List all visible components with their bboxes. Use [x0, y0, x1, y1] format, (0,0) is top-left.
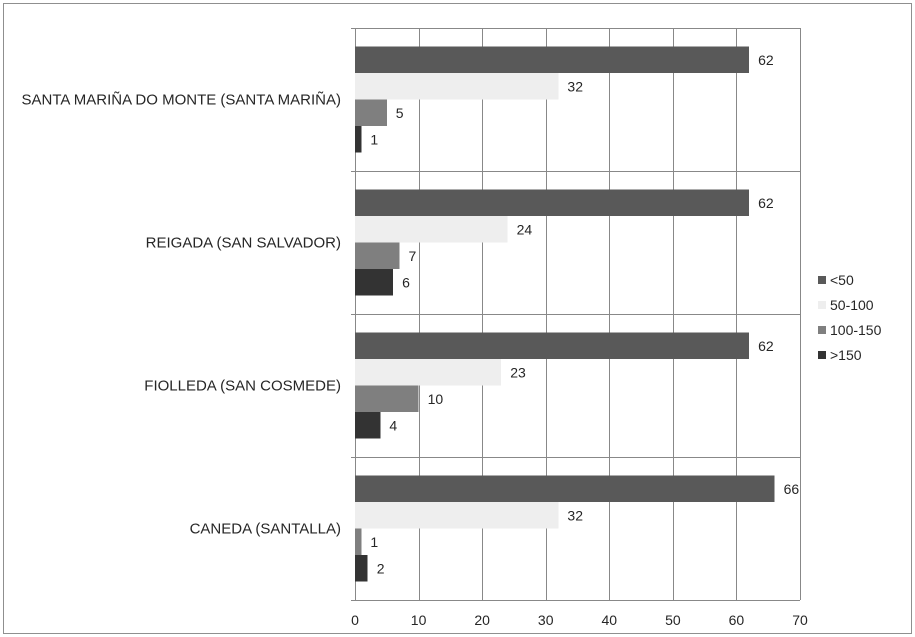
legend-item: 50-100 — [818, 297, 874, 313]
legend-label: 100-150 — [830, 322, 882, 338]
legend-item: <50 — [818, 272, 854, 288]
x-tick-label: 30 — [538, 612, 554, 628]
data-label: 62 — [758, 338, 774, 354]
legend-label: <50 — [830, 272, 854, 288]
x-tick-label: 60 — [729, 612, 745, 628]
legend-label: 50-100 — [830, 297, 874, 313]
bar — [355, 359, 502, 386]
category-label: FIOLLEDA (SAN COSMEDE) — [144, 378, 341, 395]
bar — [355, 555, 368, 582]
bar — [355, 385, 419, 412]
data-label: 66 — [784, 481, 800, 497]
category-gridlines — [351, 28, 800, 601]
legend: <50 50-100 100-150 >150 — [818, 272, 882, 363]
x-tick-label: 70 — [792, 612, 808, 628]
data-label: 32 — [567, 507, 583, 523]
legend-label: >150 — [830, 347, 862, 363]
category-label: REIGADA (SAN SALVADOR) — [146, 235, 341, 252]
legend-item: >150 — [818, 347, 862, 363]
x-tick-labels: 0 10 20 30 40 50 60 70 — [351, 612, 808, 628]
data-labels: 62 32 5 1 62 24 7 6 62 23 10 4 66 32 1 2 — [370, 52, 799, 577]
bar — [355, 332, 750, 359]
legend-swatch — [818, 276, 826, 284]
bar — [355, 99, 387, 126]
bar — [355, 242, 400, 269]
data-label: 2 — [377, 560, 385, 576]
data-label: 62 — [758, 195, 774, 211]
bar — [355, 269, 394, 296]
x-tick-label: 10 — [411, 612, 427, 628]
data-label: 32 — [567, 78, 583, 94]
data-label: 62 — [758, 52, 774, 68]
data-label: 24 — [517, 221, 533, 237]
data-label: 6 — [402, 274, 410, 290]
data-label: 1 — [370, 131, 378, 147]
data-label: 1 — [370, 534, 378, 550]
data-label: 23 — [510, 364, 526, 380]
x-tick-label: 50 — [665, 612, 681, 628]
data-label: 10 — [428, 391, 444, 407]
bar — [355, 73, 559, 100]
x-tick-label: 0 — [351, 612, 359, 628]
legend-swatch — [818, 326, 826, 334]
legend-item: 100-150 — [818, 322, 882, 338]
bar — [355, 126, 362, 153]
data-label: 7 — [409, 248, 417, 264]
legend-swatch — [818, 301, 826, 309]
x-tick-label: 40 — [601, 612, 617, 628]
bar — [355, 412, 381, 439]
x-tick-label: 20 — [474, 612, 490, 628]
bar — [355, 475, 775, 502]
category-label: SANTA MARIÑA DO MONTE (SANTA MARIÑA) — [22, 92, 341, 109]
bar — [355, 502, 559, 529]
bar — [355, 189, 750, 216]
legend-swatch — [818, 351, 826, 359]
bar — [355, 216, 508, 243]
data-label: 5 — [396, 105, 404, 121]
bar — [355, 46, 750, 73]
bar — [355, 528, 362, 555]
data-label: 4 — [389, 417, 397, 433]
bars — [355, 46, 775, 582]
category-labels: SANTA MARIÑA DO MONTE (SANTA MARIÑA) REIG… — [22, 92, 341, 538]
category-label: CANEDA (SANTALLA) — [190, 521, 341, 538]
